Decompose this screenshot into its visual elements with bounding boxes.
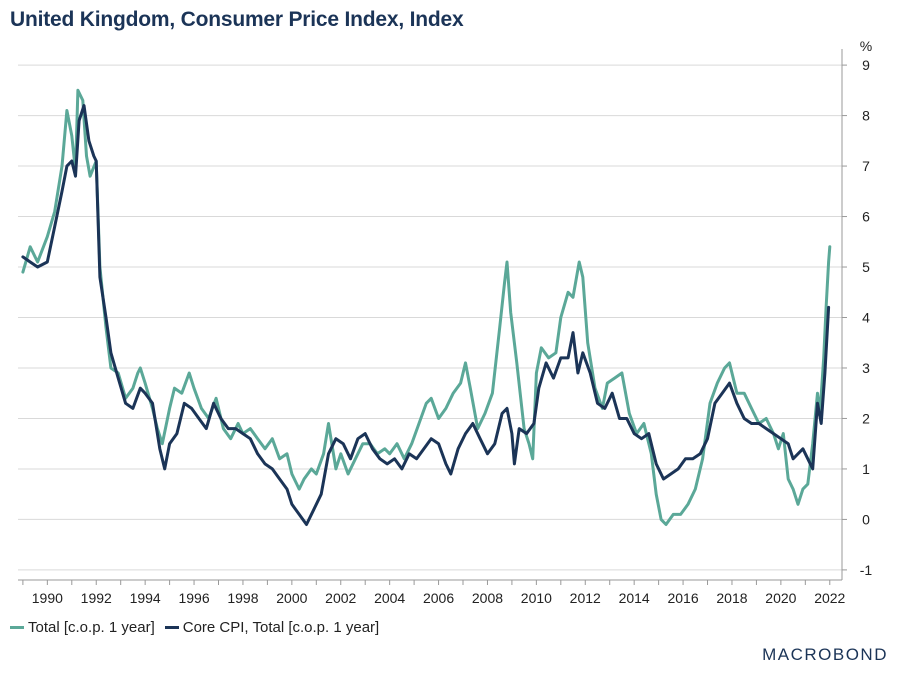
x-tick-label: 2018 [716,590,747,606]
legend-swatch-core [164,626,179,629]
legend-item-core: Core CPI, Total [c.o.p. 1 year] [164,619,380,636]
x-tick-label: 1996 [178,590,209,606]
x-tick-label: 2010 [521,590,552,606]
axis-layer: -1 0 1 2 3 4 5 6 7 8 9 1990 1992 1994 1996 1998 2000 2002… [18,49,872,606]
x-tick-label: 2022 [814,590,845,606]
x-tick-label: 2014 [619,590,650,606]
series-line-core [21,104,831,526]
y-tick-label: 8 [862,108,870,124]
legend-swatch-total [10,626,24,629]
series-line-total [21,88,832,526]
brand-logo: MACROBOND [762,645,888,665]
x-tick-label: 2012 [570,590,601,606]
y-tick-label: 9 [862,57,870,73]
legend-label-core: Core CPI, Total [c.o.p. 1 year] [182,619,380,636]
y-tick-label: 6 [862,209,870,225]
y-tick-label: 3 [862,360,870,376]
x-tick-label: 2004 [374,590,405,606]
x-tick-label: 1992 [81,590,112,606]
x-tick-label: 2000 [276,590,307,606]
x-tick-label: 2008 [472,590,503,606]
x-tick-label: 2016 [667,590,698,606]
chart-title: United Kingdom, Consumer Price Index, In… [10,8,464,31]
x-tick-label: 2002 [325,590,356,606]
x-tick-label: 1998 [227,590,258,606]
y-tick-label: -1 [860,562,873,578]
grid-layer [18,64,842,571]
y-tick-label: 4 [862,310,870,326]
y-tick-label: 2 [862,410,870,426]
y-tick-label: 0 [862,511,870,527]
series-layer [21,88,832,526]
x-tick-label: 1994 [130,590,161,606]
brand-text: MACROBOND [762,645,888,664]
x-tick-label: 2006 [423,590,454,606]
legend-label-total: Total [c.o.p. 1 year] [28,619,155,636]
legend-item-total: Total [c.o.p. 1 year] [10,619,155,636]
y-tick-label: 5 [862,259,870,275]
y-tick-label: 7 [862,158,870,174]
x-tick-label: 1990 [32,590,63,606]
x-tick-label: 2020 [765,590,796,606]
legend: Total [c.o.p. 1 year] Core CPI, Total [c… [10,619,389,636]
y-unit-label: % [860,38,872,54]
y-tick-label: 1 [862,461,870,477]
